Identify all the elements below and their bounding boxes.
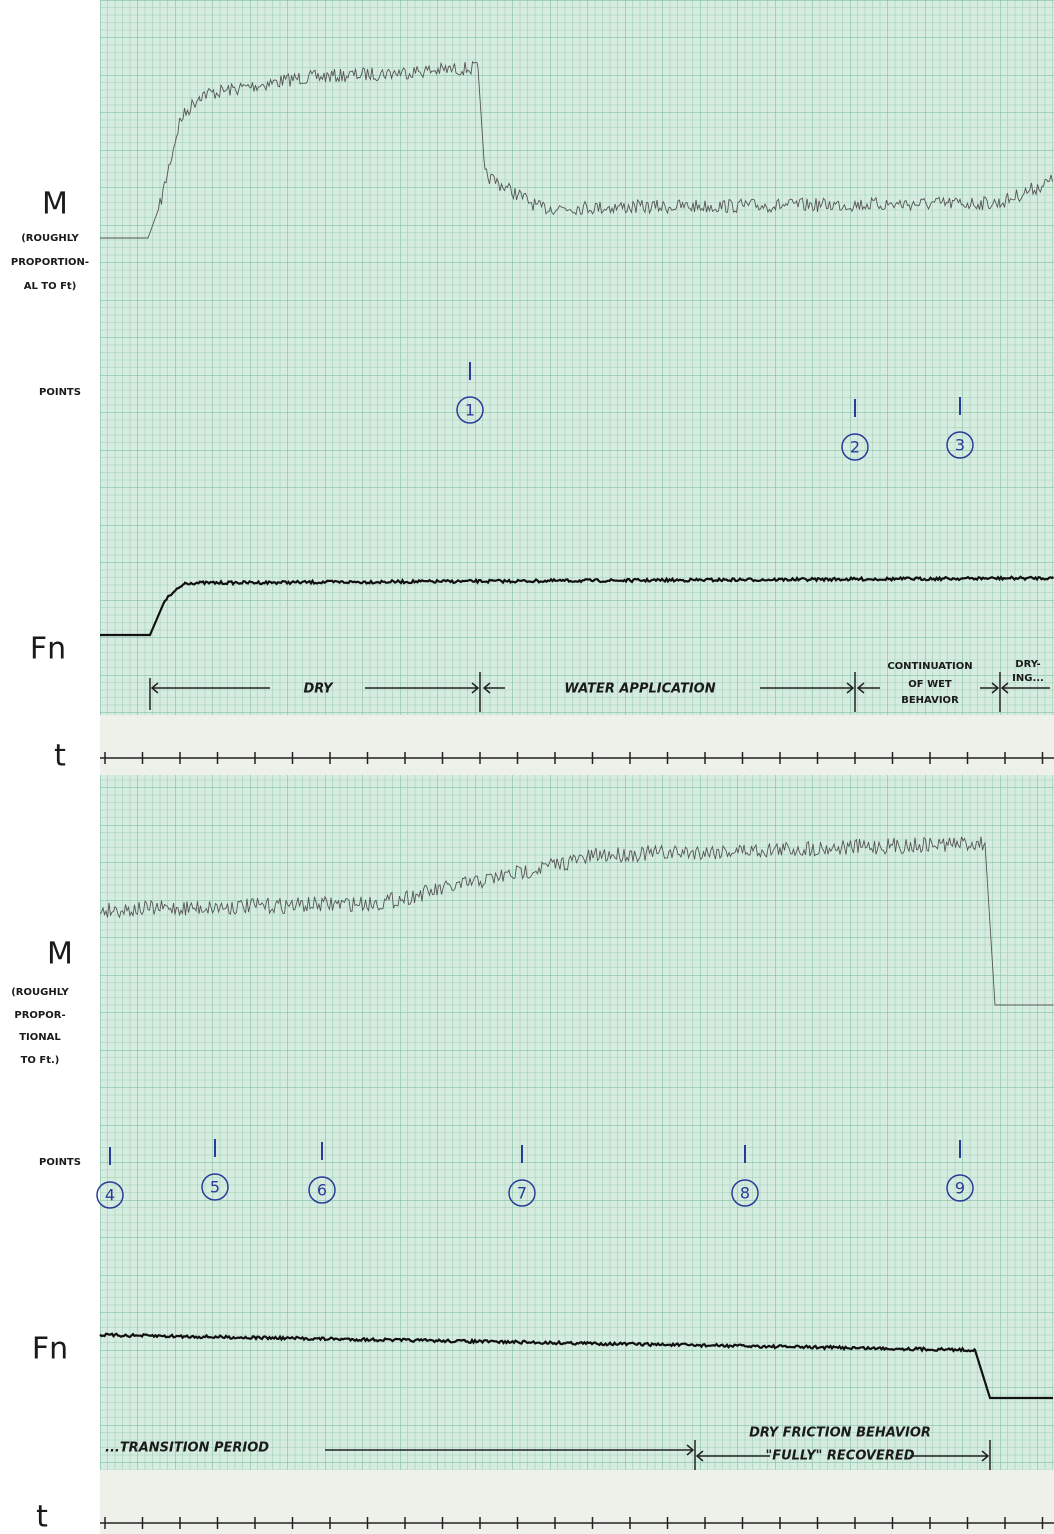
point-label: 9 (955, 1179, 965, 1198)
m-label: M (42, 187, 68, 222)
period-label: BEHAVIOR (901, 695, 959, 706)
period-label: CONTINUATION (887, 661, 972, 672)
grid-paper (100, 775, 1054, 1470)
points-label: POINTS (39, 1157, 81, 1168)
grid-paper (100, 0, 1054, 715)
m-note: PROPORTION- (11, 257, 89, 268)
period-label: WATER APPLICATION (564, 682, 715, 697)
period-label: "FULLY" RECOVERED (765, 1449, 914, 1464)
period-label: DRY FRICTION BEHAVIOR (749, 1426, 931, 1441)
m-note: AL TO Ft) (24, 281, 77, 292)
period-label: ING... (1012, 673, 1044, 684)
t-label: t (36, 1500, 48, 1534)
m-note: (ROUGHLY (11, 987, 69, 998)
point-label: 5 (210, 1178, 220, 1197)
point-label: 4 (105, 1186, 115, 1205)
point-label: 8 (740, 1184, 750, 1203)
chart-recorder-scan: M (ROUGHLY PROPORTION- AL TO Ft) POINTS … (0, 0, 1054, 1534)
point-label: 3 (955, 436, 965, 455)
time-strip (100, 715, 1054, 775)
fn-label: Fn (32, 1332, 68, 1367)
t-label: t (54, 739, 66, 774)
point-label: 6 (317, 1181, 327, 1200)
m-note: PROPOR- (14, 1010, 65, 1021)
period-label: OF WET (908, 679, 952, 690)
m-note: TO Ft.) (21, 1055, 60, 1066)
time-strip (100, 1470, 1054, 1534)
m-note: (ROUGHLY (21, 233, 79, 244)
point-label: 1 (465, 401, 475, 420)
m-label: M (47, 937, 73, 972)
period-label: ...TRANSITION PERIOD (105, 1441, 269, 1456)
period-label: DRY- (1015, 659, 1040, 670)
period-label: DRY (303, 682, 334, 697)
fn-label: Fn (30, 632, 66, 667)
points-label: POINTS (39, 387, 81, 398)
point-label: 2 (850, 438, 860, 457)
m-note: TIONAL (19, 1032, 61, 1043)
point-label: 7 (517, 1184, 527, 1203)
